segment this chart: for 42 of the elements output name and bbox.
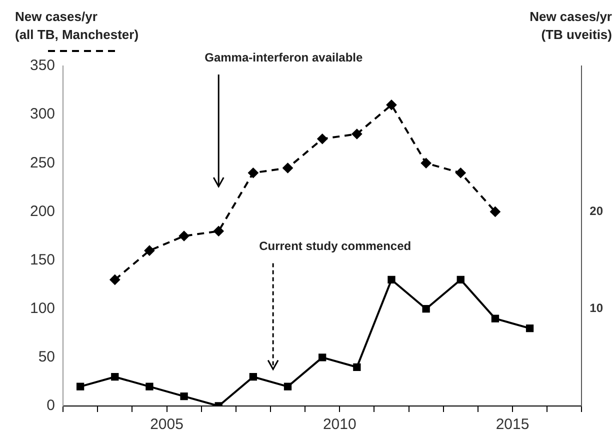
point (353, 363, 361, 371)
point (249, 373, 258, 381)
point (284, 382, 292, 390)
point (180, 392, 188, 400)
point (248, 168, 258, 178)
point (282, 163, 293, 173)
point (490, 206, 500, 217)
y-tick-label: 100 (30, 300, 56, 317)
point (111, 373, 119, 381)
y2-axis-title: New cases/yr (TB uveitis) (530, 9, 612, 42)
point (144, 246, 154, 256)
y-tick-label: 150 (30, 251, 56, 268)
y-tick-label: 300 (30, 106, 56, 123)
point (214, 226, 224, 236)
point (76, 382, 84, 390)
point (421, 158, 432, 168)
point (146, 382, 154, 390)
y-tick-label: 250 (30, 154, 56, 172)
point (318, 354, 326, 362)
y-tick-label: 350 (30, 57, 56, 74)
point (422, 305, 430, 313)
point (491, 314, 500, 322)
point (456, 276, 464, 284)
y-axis-title: New cases/yr (all TB, Manchester) (15, 9, 139, 42)
y2-tick-label: 20 (590, 204, 604, 218)
point (179, 231, 190, 241)
text: Gamma-interferon available (204, 50, 363, 64)
y-tick-label: 0 (46, 397, 56, 414)
y-tick-label: 200 (30, 202, 56, 220)
x-tick-label: 2015 (496, 416, 530, 434)
point (456, 168, 466, 178)
point (317, 134, 328, 144)
point (352, 129, 362, 139)
point (110, 274, 120, 285)
point (386, 100, 396, 110)
y2-tick-label: 10 (590, 301, 604, 316)
x-tick-label: 2005 (150, 416, 184, 434)
y-tick-label: 50 (38, 348, 56, 366)
point (388, 276, 396, 284)
point (526, 324, 534, 332)
annotation: Current study commenced (259, 239, 412, 254)
x-tick-label: 2010 (322, 416, 356, 434)
